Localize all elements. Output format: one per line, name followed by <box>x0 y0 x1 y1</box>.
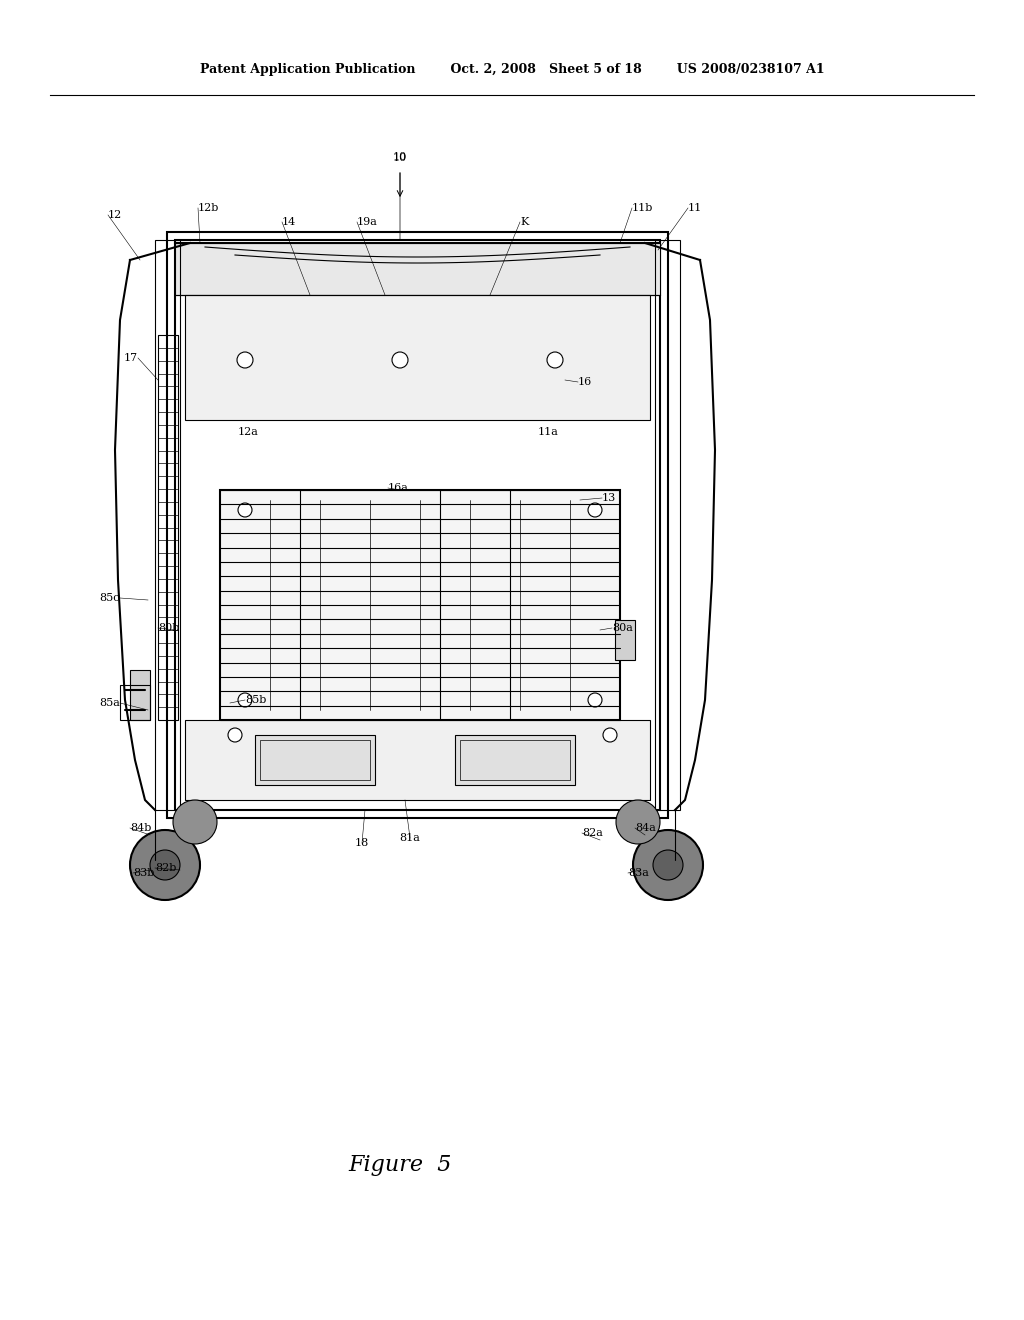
Circle shape <box>588 693 602 708</box>
Text: 18: 18 <box>355 838 369 847</box>
Circle shape <box>150 850 180 880</box>
Circle shape <box>653 850 683 880</box>
Text: 85b: 85b <box>245 696 266 705</box>
Text: 85c: 85c <box>99 593 120 603</box>
Text: 80a: 80a <box>612 623 633 634</box>
Circle shape <box>228 729 242 742</box>
Bar <box>175 240 660 810</box>
Text: 11a: 11a <box>538 426 559 437</box>
Bar <box>220 490 620 719</box>
Text: Patent Application Publication        Oct. 2, 2008   Sheet 5 of 18        US 200: Patent Application Publication Oct. 2, 2… <box>200 63 824 77</box>
Text: 12a: 12a <box>238 426 259 437</box>
Circle shape <box>237 352 253 368</box>
Text: 84a: 84a <box>635 822 656 833</box>
Text: 12b: 12b <box>198 203 219 213</box>
Bar <box>255 735 375 785</box>
Bar <box>155 240 180 810</box>
Bar <box>175 243 660 294</box>
Bar <box>120 685 150 719</box>
Text: 12: 12 <box>108 210 122 220</box>
Text: 10: 10 <box>393 152 408 162</box>
Bar <box>615 620 635 660</box>
Bar <box>158 335 178 719</box>
Bar <box>167 232 668 818</box>
Text: 83a: 83a <box>628 869 649 878</box>
Bar <box>185 719 650 800</box>
Circle shape <box>173 800 217 843</box>
Text: Figure  5: Figure 5 <box>348 1154 452 1176</box>
Bar <box>455 735 575 785</box>
Circle shape <box>633 830 703 900</box>
Bar <box>460 741 570 780</box>
Text: 82a: 82a <box>582 828 603 838</box>
Text: 17: 17 <box>124 352 138 363</box>
Circle shape <box>238 693 252 708</box>
Text: K: K <box>520 216 528 227</box>
Circle shape <box>603 729 617 742</box>
Circle shape <box>392 352 408 368</box>
Circle shape <box>547 352 563 368</box>
Text: 11b: 11b <box>632 203 653 213</box>
Text: 85a: 85a <box>99 698 120 708</box>
Text: 19a: 19a <box>357 216 378 227</box>
Bar <box>185 294 650 420</box>
Text: 83b: 83b <box>133 869 155 878</box>
Text: 13: 13 <box>602 492 616 503</box>
Bar <box>130 671 150 719</box>
Text: 84b: 84b <box>130 822 152 833</box>
Text: 14: 14 <box>282 216 296 227</box>
Text: 81a: 81a <box>399 833 421 843</box>
Bar <box>260 741 370 780</box>
Circle shape <box>130 830 200 900</box>
Text: 11: 11 <box>688 203 702 213</box>
Text: 16a: 16a <box>388 483 409 492</box>
Text: 82b: 82b <box>155 863 176 873</box>
Circle shape <box>588 503 602 517</box>
Circle shape <box>238 503 252 517</box>
Text: 80b: 80b <box>158 623 179 634</box>
Bar <box>655 240 680 810</box>
Text: 10: 10 <box>393 153 408 162</box>
Circle shape <box>616 800 660 843</box>
Text: 16: 16 <box>578 378 592 387</box>
